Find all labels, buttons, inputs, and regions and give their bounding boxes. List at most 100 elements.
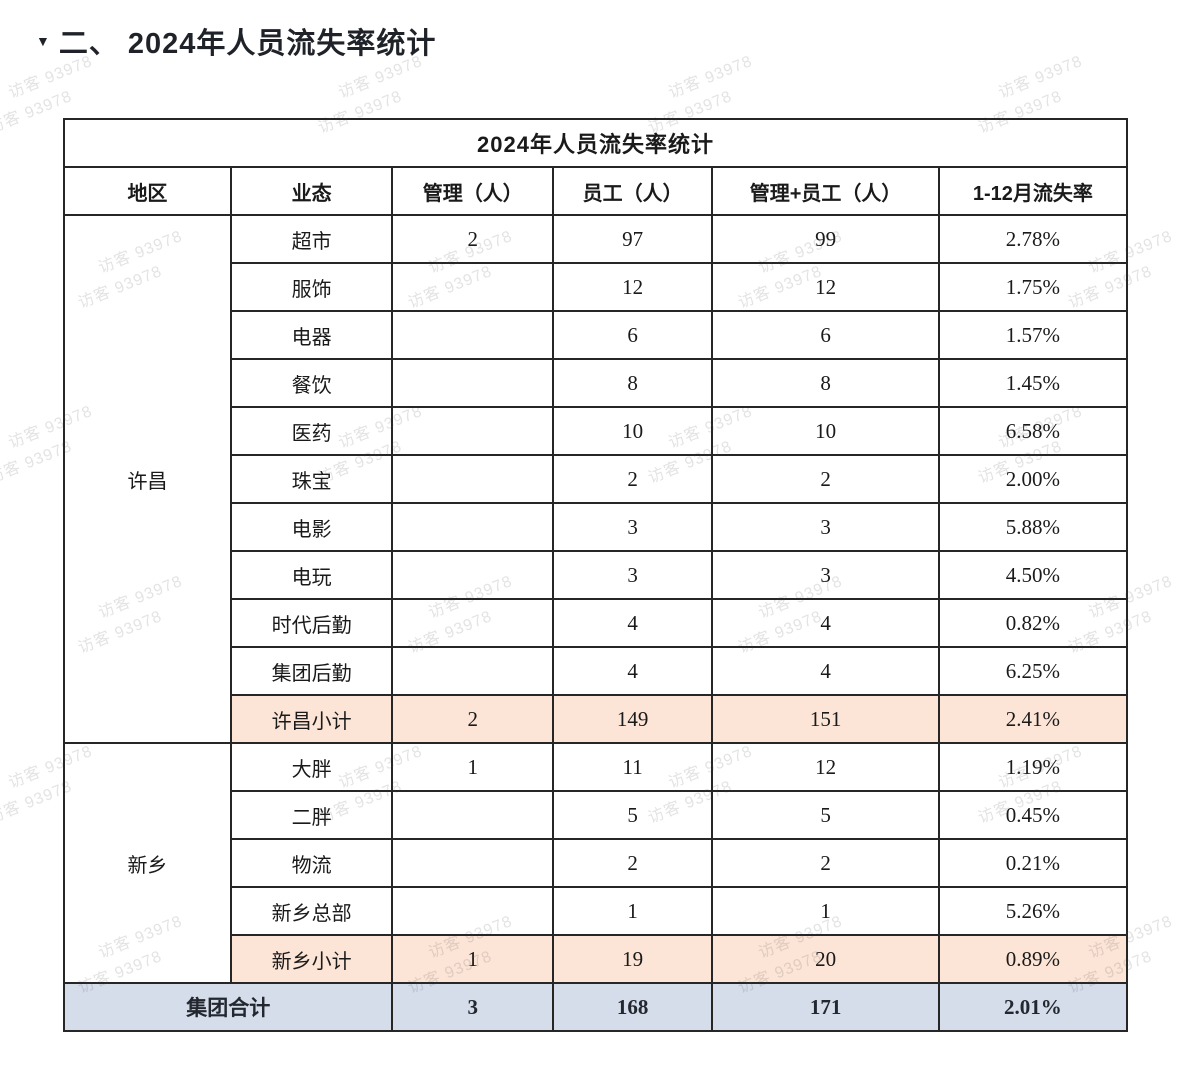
column-header-4: 管理+员工（人） [711,166,940,216]
business-cell: 服饰 [229,262,394,312]
data-row: 服饰 12 12 1.75% [64,262,1129,312]
staff-count-cell: 3 [551,550,714,600]
business-cell: 时代后勤 [229,598,394,648]
data-row: 许昌 超市 2 97 99 2.78% [63,214,1129,744]
business-cell: 电器 [229,310,394,360]
table-title: 2024年人员流失率统计 [63,118,1128,168]
business-cell: 二胖 [229,790,394,840]
combined-count-cell: 5 [711,790,940,840]
column-header-5: 1-12月流失率 [937,166,1129,216]
business-cell: 电玩 [229,550,394,600]
mgmt-count-cell [391,310,554,360]
turnover-rate-cell: 0.89% [937,934,1129,984]
turnover-rate-cell: 2.41% [937,694,1129,744]
staff-count-cell: 4 [551,646,714,696]
turnover-rate-cell: 2.00% [937,454,1129,504]
data-row: 二胖 5 5 0.45% [64,790,1129,840]
turnover-rate-cell: 0.45% [937,790,1129,840]
turnover-rate-cell: 1.57% [937,310,1129,360]
mgmt-count-cell [391,838,554,888]
staff-count-cell: 2 [551,454,714,504]
business-cell: 餐饮 [229,358,394,408]
staff-count-cell: 5 [551,790,714,840]
combined-count-cell: 151 [711,694,940,744]
combined-count-cell: 4 [711,646,940,696]
turnover-rate-cell: 2.01% [937,982,1129,1032]
data-row: 餐饮 8 8 1.45% [64,358,1129,408]
grand-total-row: 集团合计 3 168 171 2.01% [62,982,1129,1032]
combined-count-cell: 2 [711,838,940,888]
turnover-table: 2024年人员流失率统计 地区 业态 管理（人） 员工（人） 管理+员工（人） 1-12月… [62,118,1129,1032]
collapse-triangle-icon[interactable]: ▼ [36,33,50,49]
turnover-rate-cell: 0.21% [937,838,1129,888]
mgmt-count-cell: 1 [391,742,554,792]
mgmt-count-cell [391,502,554,552]
mgmt-count-cell: 2 [391,694,554,744]
column-header-3: 员工（人） [551,166,714,216]
table-title-row: 2024年人员流失率统计 [63,118,1128,168]
column-header-row: 地区 业态 管理（人） 员工（人） 管理+员工（人） 1-12月流失率 [63,166,1129,216]
region-cell: 许昌 [63,214,232,744]
mgmt-count-cell [391,598,554,648]
subtotal-row: 新乡小计 1 19 20 0.89% [64,934,1129,984]
data-row: 物流 2 2 0.21% [64,838,1129,888]
data-row: 集团后勤 4 4 6.25% [64,646,1129,696]
data-row: 新乡 大胖 1 11 12 1.19% [63,742,1129,984]
combined-count-cell: 2 [711,454,940,504]
staff-count-cell: 6 [551,310,714,360]
subtotal-row: 许昌小计 2 149 151 2.41% [64,694,1129,744]
mgmt-count-cell [391,406,554,456]
business-cell: 物流 [229,838,394,888]
column-header-1: 业态 [229,166,394,216]
staff-count-cell: 10 [551,406,714,456]
turnover-rate-cell: 2.78% [937,214,1129,264]
data-row: 电影 3 3 5.88% [64,502,1129,552]
combined-count-cell: 1 [711,886,940,936]
section-heading: ▼ 二、 2024年人员流失率统计 [36,20,436,62]
staff-count-cell: 168 [551,982,714,1032]
staff-count-cell: 149 [551,694,714,744]
staff-count-cell: 97 [551,214,714,264]
data-row: 电玩 3 3 4.50% [64,550,1129,600]
staff-count-cell: 12 [551,262,714,312]
mgmt-count-cell: 1 [391,934,554,984]
table-container: 2024年人员流失率统计 地区 业态 管理（人） 员工（人） 管理+员工（人） 1-12月… [62,118,1129,1032]
combined-count-cell: 4 [711,598,940,648]
staff-count-cell: 19 [551,934,714,984]
mgmt-count-cell [391,646,554,696]
mgmt-count-cell [391,550,554,600]
turnover-rate-cell: 0.82% [937,598,1129,648]
business-cell: 新乡总部 [229,886,394,936]
region-cell: 新乡 [63,742,232,984]
combined-count-cell: 8 [711,358,940,408]
column-header-0: 地区 [63,166,232,216]
mgmt-count-cell [391,454,554,504]
turnover-rate-cell: 4.50% [937,550,1129,600]
business-cell: 电影 [229,502,394,552]
subtotal-label-cell: 许昌小计 [229,694,394,744]
combined-count-cell: 12 [711,262,940,312]
staff-count-cell: 11 [551,742,714,792]
column-header-2: 管理（人） [391,166,554,216]
business-cell: 医药 [229,406,394,456]
business-cell: 大胖 [229,742,394,792]
mgmt-count-cell [391,358,554,408]
turnover-rate-cell: 6.58% [937,406,1129,456]
combined-count-cell: 171 [711,982,940,1032]
data-row: 新乡总部 1 1 5.26% [64,886,1129,936]
turnover-rate-cell: 5.88% [937,502,1129,552]
combined-count-cell: 10 [711,406,940,456]
staff-count-cell: 4 [551,598,714,648]
subtotal-label-cell: 新乡小计 [229,934,394,984]
turnover-rate-cell: 1.45% [937,358,1129,408]
staff-count-cell: 8 [551,358,714,408]
staff-count-cell: 3 [551,502,714,552]
business-cell: 超市 [229,214,394,264]
combined-count-cell: 6 [711,310,940,360]
combined-count-cell: 3 [711,550,940,600]
grand-total-label-cell: 集团合计 [62,982,394,1032]
turnover-rate-cell: 1.75% [937,262,1129,312]
combined-count-cell: 12 [711,742,940,792]
turnover-rate-cell: 1.19% [937,742,1129,792]
mgmt-count-cell [391,262,554,312]
